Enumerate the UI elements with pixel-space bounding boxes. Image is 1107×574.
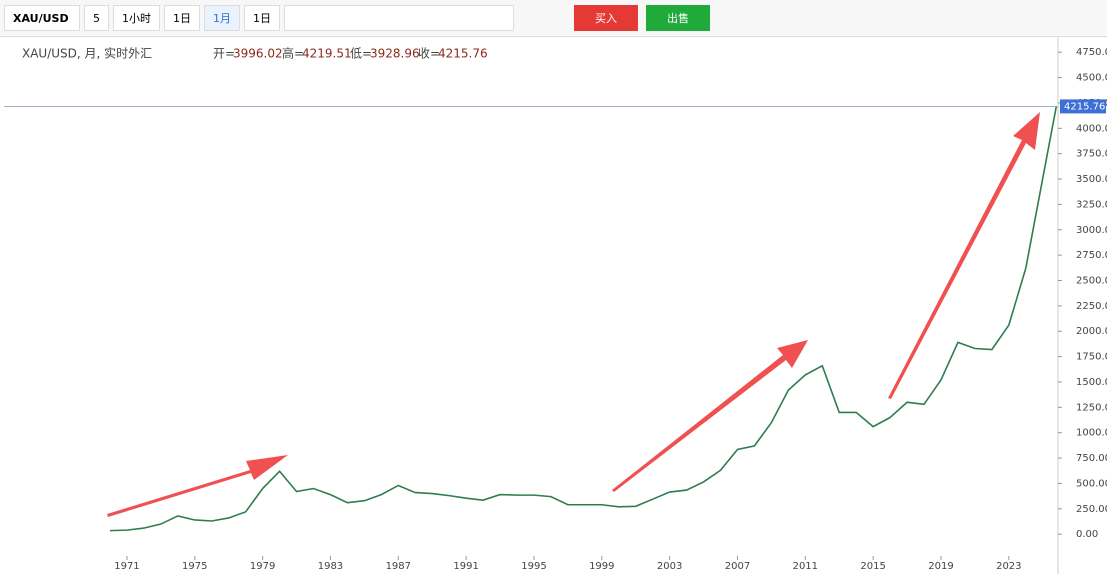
x-tick-label: 2023 bbox=[996, 561, 1021, 572]
plot-area bbox=[0, 37, 1058, 574]
ohlc-label: 高= bbox=[282, 46, 304, 61]
x-tick-label: 2011 bbox=[793, 561, 818, 572]
x-tick-label: 2015 bbox=[860, 561, 885, 572]
y-tick-label: 750.00 bbox=[1076, 453, 1107, 464]
y-tick-label: 500.00 bbox=[1076, 478, 1107, 489]
sell-button[interactable]: 出售 bbox=[646, 5, 710, 31]
y-tick-label: 3000.00 bbox=[1076, 225, 1107, 236]
y-tick-label: 4000.00 bbox=[1076, 123, 1107, 134]
interval-button[interactable]: 1日 bbox=[244, 5, 280, 31]
y-tick-label: 1750.00 bbox=[1076, 352, 1107, 363]
interval-button[interactable]: 1小时 bbox=[113, 5, 160, 31]
ohlc-value: 3928.96 bbox=[370, 47, 420, 61]
x-tick-label: 1987 bbox=[386, 561, 411, 572]
x-tick-label: 1971 bbox=[114, 561, 139, 572]
y-tick-label: 3250.00 bbox=[1076, 199, 1107, 210]
tool-group[interactable] bbox=[284, 5, 514, 31]
y-tick-label: 2750.00 bbox=[1076, 250, 1107, 261]
x-tick-label: 2003 bbox=[657, 561, 682, 572]
last-price-label: 4215.76 bbox=[1064, 101, 1105, 112]
buy-button[interactable]: 买入 bbox=[574, 5, 638, 31]
last-price-tag bbox=[1060, 99, 1106, 114]
x-tick-label: 1995 bbox=[521, 561, 546, 572]
x-tick-label: 1999 bbox=[589, 561, 614, 572]
ohlc-label: 开= bbox=[213, 47, 235, 61]
ohlc-label: 收= bbox=[418, 47, 440, 61]
y-tick-label: 4750.00 bbox=[1076, 47, 1107, 58]
ohlc-value: 4215.76 bbox=[438, 47, 488, 61]
ohlc-label: 低= bbox=[350, 47, 372, 61]
interval-button[interactable]: 1月 bbox=[204, 5, 240, 31]
x-tick-label: 1975 bbox=[182, 561, 207, 572]
y-tick-label: 0.00 bbox=[1076, 529, 1098, 540]
interval-button[interactable]: 1日 bbox=[164, 5, 200, 31]
y-tick-label: 3750.00 bbox=[1076, 149, 1107, 160]
y-tick-label: 250.00 bbox=[1076, 504, 1107, 515]
y-tick-label: 2000.00 bbox=[1076, 326, 1107, 337]
y-tick-label: 1500.00 bbox=[1076, 377, 1107, 388]
y-tick-label: 4500.00 bbox=[1076, 73, 1107, 84]
y-tick-label: 2250.00 bbox=[1076, 301, 1107, 312]
y-tick-label: 1250.00 bbox=[1076, 402, 1107, 413]
x-tick-label: 1979 bbox=[250, 561, 275, 572]
x-tick-label: 2007 bbox=[725, 561, 750, 572]
interval-button[interactable]: 5 bbox=[84, 5, 109, 31]
annotation-arrows bbox=[107, 112, 1040, 517]
toolbar: XAU/USD 5 1小时 1日 1月 1日 买入 出售 bbox=[0, 0, 1107, 37]
y-tick-label: 1000.00 bbox=[1076, 428, 1107, 439]
y-tick-label: 3500.00 bbox=[1076, 174, 1107, 185]
legend-title: XAU/USD, 月, 实时外汇 bbox=[22, 46, 152, 61]
y-tick-label: 2500.00 bbox=[1076, 276, 1107, 287]
ohlc-value: 4219.51 bbox=[302, 47, 352, 61]
price-line bbox=[109, 106, 1058, 532]
ohlc-value: 3996.02 bbox=[233, 47, 283, 61]
x-tick-label: 1983 bbox=[318, 561, 343, 572]
x-tick-label: 2019 bbox=[928, 561, 953, 572]
x-tick-label: 1991 bbox=[453, 561, 478, 572]
symbol-input[interactable]: XAU/USD bbox=[4, 5, 80, 31]
